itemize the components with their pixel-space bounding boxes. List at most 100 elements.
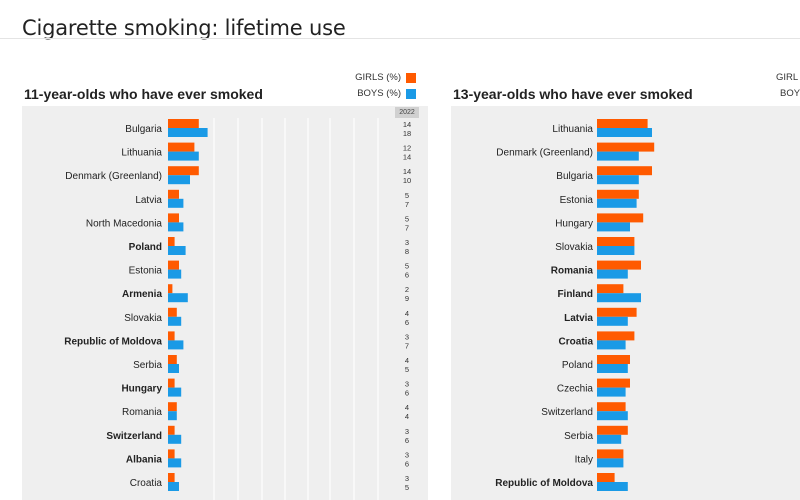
bar-boys: [168, 340, 184, 350]
value-label-boys: 6: [405, 459, 409, 468]
category-label: Romania: [551, 266, 594, 277]
value-label-boys: 7: [405, 200, 409, 209]
value-label-girls: 5: [405, 191, 409, 200]
value-label-boys: 6: [405, 271, 409, 280]
category-label: Finland: [557, 289, 593, 300]
category-label: Serbia: [564, 431, 593, 442]
value-label-boys: 6: [405, 389, 409, 398]
bar-boys: [168, 246, 186, 255]
value-label-girls: 14: [403, 120, 411, 129]
bar-girls: [597, 142, 655, 152]
bar-girls: [597, 284, 624, 294]
bar-boys: [597, 269, 628, 279]
category-label: Switzerland: [106, 431, 162, 442]
value-label-boys: 6: [405, 436, 409, 445]
legend-girls-swatch: [406, 72, 416, 83]
category-label: Italy: [575, 454, 593, 465]
bar-girls: [168, 260, 179, 270]
bar-girls: [168, 142, 195, 152]
category-label: Slovakia: [124, 313, 162, 324]
bar-girls: [597, 449, 624, 459]
bar-girls: [168, 331, 175, 341]
value-label-boys: 7: [405, 223, 409, 232]
category-label: Hungary: [121, 384, 162, 395]
bar-girls: [168, 307, 177, 317]
value-label-girls: 5: [405, 262, 409, 271]
value-label-girls: 3: [405, 474, 409, 483]
chart-title-13: 13-year-olds who have ever smoked: [453, 86, 693, 102]
bar-girls: [168, 425, 175, 435]
bar-girls: [597, 213, 644, 223]
bar-girls: [168, 284, 173, 294]
category-label: Poland: [562, 360, 593, 371]
bar-boys: [597, 458, 624, 468]
bar-girls: [597, 473, 615, 482]
bar-girls: [597, 189, 639, 199]
legend-boys: BOYS (%): [357, 88, 416, 99]
value-label-girls: 3: [405, 450, 409, 459]
year-badge: 2022: [395, 107, 419, 118]
value-label-boys: 7: [405, 341, 409, 350]
bar-boys: [168, 151, 199, 161]
bar-boys: [597, 128, 652, 137]
value-label-boys: 6: [405, 318, 409, 327]
legend-girls: GIRLS (%): [355, 72, 416, 83]
value-label-boys: 18: [403, 129, 411, 138]
bar-boys: [168, 364, 179, 373]
bar-girls: [168, 119, 199, 128]
category-label: Republic of Moldova: [495, 478, 593, 489]
bar-girls: [597, 331, 635, 341]
bar-boys: [597, 222, 630, 232]
bar-boys: [597, 434, 622, 444]
category-label: Republic of Moldova: [64, 336, 162, 347]
bar-boys: [168, 387, 182, 397]
bar-girls: [597, 425, 628, 435]
legend-girls-cut: GIRL: [776, 72, 799, 83]
value-label-boys: 10: [403, 176, 411, 185]
bar-girls: [168, 166, 199, 176]
legend-boys-swatch: [406, 88, 416, 99]
bar-girls: [168, 378, 175, 388]
value-label-girls: 2: [405, 285, 409, 294]
category-label: Romania: [122, 407, 162, 418]
category-label: Croatia: [130, 478, 163, 489]
value-label-boys: 5: [405, 365, 409, 374]
bar-girls: [168, 237, 175, 246]
bar-girls: [597, 260, 641, 270]
value-label-girls: 3: [405, 380, 409, 389]
value-label-girls: 3: [405, 332, 409, 341]
category-label: Poland: [129, 242, 162, 253]
value-label-boys: 9: [405, 294, 409, 303]
bar-boys: [168, 175, 190, 185]
bar-boys: [168, 458, 182, 468]
category-label: Lithuania: [121, 148, 162, 159]
category-label: Estonia: [560, 195, 594, 206]
category-label: Bulgaria: [125, 124, 162, 135]
value-label-girls: 12: [403, 144, 411, 153]
category-label: Serbia: [133, 360, 162, 371]
bar-girls: [597, 119, 648, 128]
bar-girls: [168, 189, 179, 199]
category-label: Croatia: [559, 336, 594, 347]
bar-boys: [168, 269, 182, 279]
bar-boys: [597, 151, 639, 161]
bar-girls: [597, 166, 652, 176]
bar-boys: [168, 198, 184, 208]
bar-boys: [597, 387, 626, 397]
bar-girls: [168, 449, 175, 459]
bar-boys: [597, 198, 637, 208]
category-label: Latvia: [135, 195, 162, 206]
legend-left: GIRLS (%) BOYS (%): [300, 72, 416, 100]
legend-boys-cut: BOY: [780, 88, 800, 99]
bar-girls: [597, 402, 626, 412]
bar-girls: [168, 355, 177, 364]
bar-boys: [597, 293, 641, 303]
bar-boys: [168, 293, 188, 303]
chart-panel-11: [22, 106, 428, 500]
chart-title-11: 11-year-olds who have ever smoked: [24, 86, 263, 102]
category-label: Hungary: [555, 218, 593, 229]
value-label-boys: 5: [405, 483, 409, 492]
bar-boys: [168, 316, 182, 326]
category-label: Armenia: [122, 289, 162, 300]
